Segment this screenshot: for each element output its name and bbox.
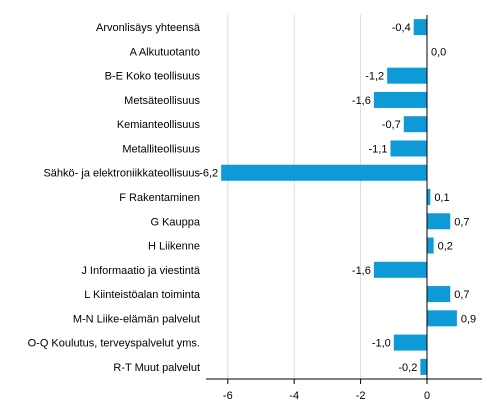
bar — [427, 286, 451, 303]
value-label: 0,2 — [438, 241, 453, 253]
category-label: H Liikenne — [148, 241, 200, 253]
category-label: Arvonlisäys yhteensä — [96, 22, 201, 34]
value-label: 0,0 — [431, 46, 446, 58]
bar — [427, 213, 451, 230]
category-label: L Kiinteistöalan toiminta — [84, 289, 201, 301]
bar — [387, 67, 427, 84]
value-label: -1,0 — [372, 338, 391, 350]
labels: -6 -4 -2 0 Arvonlisäys yhteensä -0,4 A Alkutuo… — [28, 22, 477, 402]
category-label: F Rakentaminen — [119, 192, 200, 204]
value-label: -0,2 — [398, 362, 417, 374]
category-label: Metalliteollisuus — [122, 143, 200, 155]
bar — [390, 140, 427, 157]
bar — [373, 261, 427, 278]
bar — [427, 189, 431, 205]
bar — [373, 91, 427, 108]
category-label: R-T Muut palvelut — [113, 362, 200, 374]
grid-lines — [227, 15, 362, 379]
value-label: 0,9 — [461, 313, 476, 325]
value-label: -0,4 — [392, 22, 411, 34]
axes — [206, 15, 482, 384]
category-label: G Kauppa — [150, 216, 200, 228]
bar — [420, 358, 427, 375]
category-label: B-E Koko teollisuus — [105, 71, 201, 83]
category-label: Sähkö- ja elektroniikkateollisuus — [43, 168, 200, 180]
bars — [221, 19, 457, 375]
category-label: J Informaatio ja viestintä — [81, 265, 200, 277]
x-tick-label: -2 — [356, 390, 366, 402]
bar — [427, 310, 457, 327]
bar — [413, 19, 427, 36]
value-label: -6,2 — [199, 168, 218, 180]
category-label: A Alkutuotanto — [130, 46, 200, 58]
x-tick-label: -4 — [289, 390, 299, 402]
value-label: -1,1 — [369, 143, 388, 155]
category-label: O-Q Koulutus, terveyspalvelut yms. — [28, 338, 200, 350]
value-label: -1,2 — [365, 71, 384, 83]
value-label: -0,7 — [382, 119, 401, 131]
bar — [221, 164, 427, 181]
category-label: Metsäteollisuus — [124, 95, 200, 107]
category-label: M-N Liike-elämän palvelut — [73, 313, 200, 325]
value-label: -1,6 — [352, 95, 371, 107]
value-label: 0,7 — [454, 289, 469, 301]
value-label: 0,7 — [454, 216, 469, 228]
x-tick-label: -6 — [223, 390, 233, 402]
value-label: 0,1 — [434, 192, 449, 204]
bar — [393, 334, 427, 351]
x-tick-label: 0 — [424, 390, 430, 402]
bar — [403, 116, 427, 133]
value-label: -1,6 — [352, 265, 371, 277]
category-label: Kemianteollisuus — [117, 119, 201, 131]
bar — [427, 237, 434, 254]
